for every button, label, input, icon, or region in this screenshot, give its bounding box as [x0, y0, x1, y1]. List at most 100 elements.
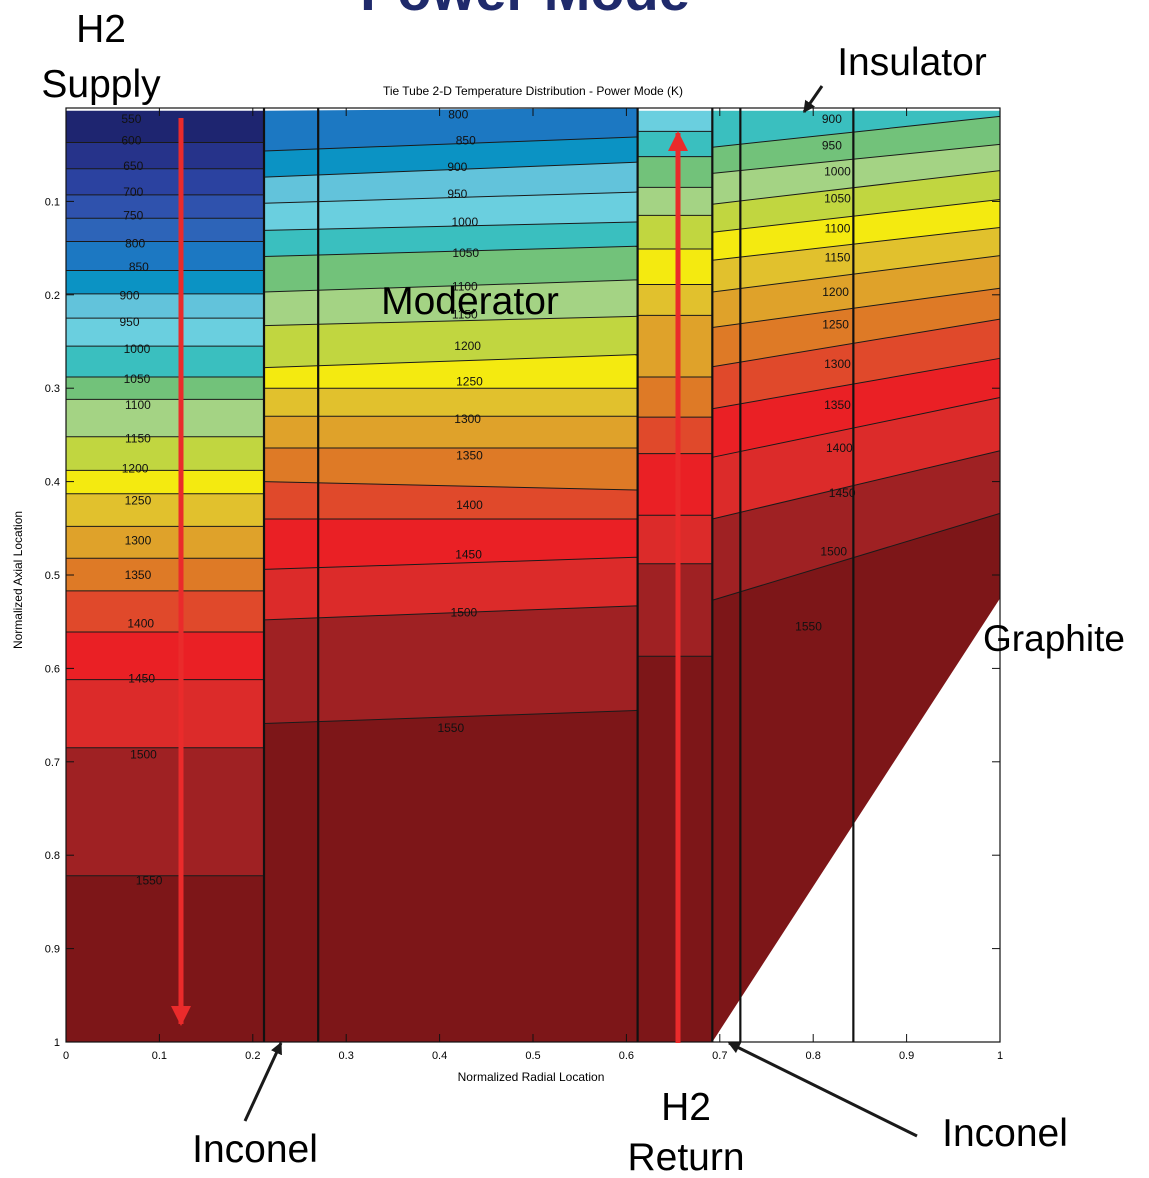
x-tick-label-1: 0.1 — [152, 1050, 167, 1062]
h2-return-label-line2: Return — [627, 1136, 744, 1178]
band-h2-supply-3 — [66, 195, 264, 218]
contour-label-850: 850 — [456, 134, 476, 148]
x-tick-label-2: 0.2 — [245, 1050, 260, 1062]
contour-label-1300: 1300 — [824, 357, 851, 371]
contour-label-900: 900 — [822, 112, 842, 126]
band-h2-return-0 — [638, 111, 713, 132]
y-tick-label-5: 0.6 — [45, 663, 60, 675]
band-h2-supply-1 — [66, 143, 264, 169]
contour-label-900: 900 — [119, 289, 139, 303]
band-h2-return-5 — [638, 249, 713, 285]
band-h2-supply-10 — [66, 377, 264, 399]
band-h2-supply-6 — [66, 271, 264, 294]
band-h2-supply-21 — [66, 876, 264, 1042]
contour-label-1150: 1150 — [825, 250, 851, 264]
inconel-right-label: Inconel — [942, 1112, 1068, 1155]
band-h2-return-13 — [638, 656, 713, 1042]
contour-label-1350: 1350 — [456, 448, 483, 462]
band-h2-return-2 — [638, 157, 713, 188]
contour-label-750: 750 — [123, 208, 143, 222]
y-axis-label: Normalized Axial Location — [11, 511, 25, 649]
band-h2-supply-4 — [66, 218, 264, 241]
band-h2-supply-15 — [66, 526, 264, 558]
contour-label-1000: 1000 — [451, 215, 478, 229]
contour-label-600: 600 — [121, 134, 141, 148]
band-h2-supply-20 — [66, 748, 264, 876]
band-h2-return-9 — [638, 417, 713, 453]
band-h2-return-4 — [638, 215, 713, 249]
contour-label-1200: 1200 — [822, 285, 849, 299]
band-h2-return-12 — [638, 564, 713, 657]
band-h2-supply-5 — [66, 242, 264, 271]
y-tick-label-3: 0.4 — [45, 477, 60, 489]
chart-title: Tie Tube 2-D Temperature Distribution - … — [383, 84, 683, 98]
x-tick-label-5: 0.5 — [525, 1050, 540, 1062]
contour-label-1450: 1450 — [829, 486, 856, 500]
band-h2-return-8 — [638, 377, 713, 417]
contour-label-1500: 1500 — [451, 605, 478, 619]
band-h2-supply-11 — [66, 399, 264, 436]
top-heading-fragment: Power Mode — [360, 0, 690, 22]
contour-label-1050: 1050 — [824, 192, 851, 206]
band-moderator-15 — [264, 606, 638, 724]
contour-label-1400: 1400 — [826, 441, 853, 455]
y-tick-label-7: 0.8 — [45, 850, 60, 862]
contour-label-700: 700 — [123, 185, 143, 199]
contour-label-550: 550 — [121, 112, 141, 126]
band-moderator-10 — [264, 416, 638, 448]
y-tick-label-9: 1 — [54, 1037, 60, 1049]
contour-label-950: 950 — [822, 138, 842, 152]
band-h2-supply-12 — [66, 437, 264, 471]
contour-label-1400: 1400 — [456, 498, 483, 512]
contour-label-850: 850 — [129, 260, 149, 274]
band-moderator-16 — [264, 710, 638, 1042]
graphite-label: Graphite — [983, 618, 1125, 659]
band-graphite-12 — [712, 513, 1000, 1042]
x-tick-label-3: 0.3 — [339, 1050, 354, 1062]
inconel-right-pointer-arrow — [729, 1043, 917, 1136]
band-h2-supply-19 — [66, 680, 264, 748]
x-tick-label-4: 0.4 — [432, 1050, 447, 1062]
band-h2-return-1 — [638, 131, 713, 156]
band-h2-supply-9 — [66, 346, 264, 377]
y-tick-label-2: 0.3 — [45, 383, 60, 395]
contour-label-1000: 1000 — [824, 165, 851, 179]
contour-label-1350: 1350 — [824, 398, 851, 412]
x-tick-label-8: 0.8 — [806, 1050, 821, 1062]
contour-label-1550: 1550 — [437, 721, 464, 735]
contour-label-1550: 1550 — [136, 873, 163, 887]
contour-label-1050: 1050 — [452, 246, 479, 260]
contour-label-950: 950 — [447, 187, 467, 201]
contour-label-1450: 1450 — [128, 672, 155, 686]
band-moderator-9 — [264, 388, 638, 416]
contour-label-1300: 1300 — [454, 412, 481, 426]
band-h2-return-7 — [638, 315, 713, 377]
x-tick-label-7: 0.7 — [712, 1050, 727, 1062]
h2-supply-label-line2: Supply — [41, 63, 161, 106]
h2-supply-label-line1: H2 — [76, 8, 126, 51]
insulator-label: Insulator — [837, 41, 987, 84]
band-h2-supply-17 — [66, 591, 264, 632]
plot-area — [66, 108, 1000, 1042]
contour-label-1550: 1550 — [795, 619, 822, 633]
y-tick-label-1: 0.2 — [45, 290, 60, 302]
band-h2-return-6 — [638, 285, 713, 316]
contour-label-1500: 1500 — [130, 747, 157, 761]
contour-label-800: 800 — [125, 236, 145, 250]
x-tick-label-10: 1 — [997, 1050, 1003, 1062]
h2-return-label-line1: H2 — [661, 1086, 711, 1129]
band-h2-supply-0 — [66, 111, 264, 143]
inconel-left-label: Inconel — [192, 1128, 318, 1171]
contour-label-1500: 1500 — [820, 545, 847, 559]
x-axis-label: Normalized Radial Location — [458, 1070, 605, 1084]
contour-label-650: 650 — [123, 159, 143, 173]
x-tick-label-6: 0.6 — [619, 1050, 634, 1062]
contour-label-900: 900 — [447, 160, 467, 174]
band-h2-supply-14 — [66, 494, 264, 527]
contour-label-1250: 1250 — [125, 493, 152, 507]
band-h2-supply-2 — [66, 169, 264, 195]
band-h2-supply-13 — [66, 470, 264, 493]
contour-label-950: 950 — [119, 315, 139, 329]
contour-label-1200: 1200 — [454, 339, 481, 353]
